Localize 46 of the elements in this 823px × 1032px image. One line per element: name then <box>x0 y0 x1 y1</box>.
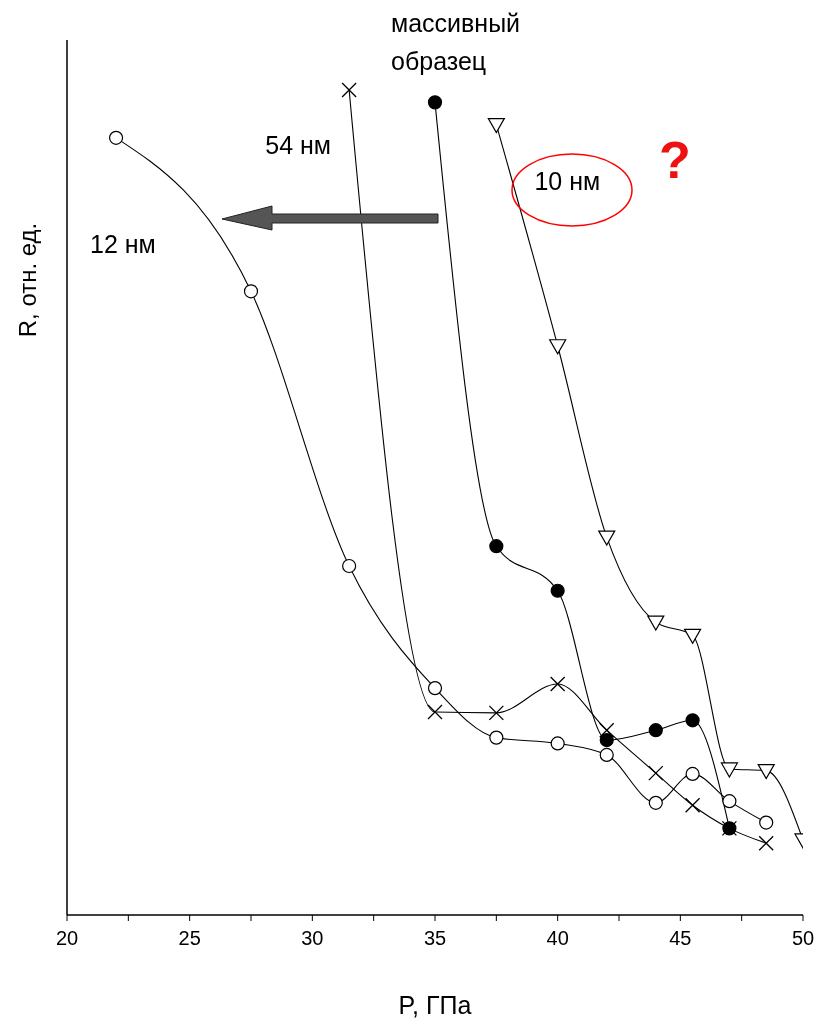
point <box>243 284 259 299</box>
x-tick-label: 30 <box>301 927 324 949</box>
x-axis-title: P, ГПа <box>398 990 472 1020</box>
point <box>550 736 565 751</box>
annotation: ? <box>659 131 691 189</box>
point <box>487 118 505 134</box>
point <box>427 95 443 110</box>
point <box>722 794 737 809</box>
x-tick-label: 35 <box>423 927 447 949</box>
point <box>599 733 614 748</box>
point <box>685 766 700 782</box>
x-tick-label: 20 <box>55 927 79 949</box>
point <box>684 628 702 644</box>
point <box>489 539 504 554</box>
point <box>550 583 565 598</box>
point <box>108 130 124 145</box>
series-label: массивный образец <box>391 9 521 76</box>
point <box>648 795 663 810</box>
point <box>489 730 504 745</box>
point <box>488 705 504 721</box>
point <box>720 762 738 778</box>
y-axis-title: R, отн. ед. <box>14 222 42 338</box>
point <box>759 815 774 830</box>
point <box>758 835 774 851</box>
point <box>599 722 615 738</box>
point <box>550 676 566 692</box>
point <box>647 615 665 631</box>
series-label: 54 нм <box>265 131 332 159</box>
series-label: 10 нм <box>534 166 601 195</box>
x-tick-label: 45 <box>669 927 692 949</box>
x-tick-label: 50 <box>791 927 815 949</box>
series-label: 12 нм <box>90 229 156 258</box>
point <box>648 723 663 738</box>
point <box>341 82 357 98</box>
point <box>684 797 701 813</box>
x-tick-label: 25 <box>178 927 201 949</box>
point <box>648 765 664 781</box>
x-tick-label: 40 <box>546 927 569 949</box>
point <box>427 704 443 720</box>
point <box>757 764 775 780</box>
point <box>342 558 357 574</box>
point <box>598 530 616 546</box>
point <box>599 747 614 763</box>
point <box>685 713 700 728</box>
point <box>549 339 567 355</box>
point <box>427 681 443 696</box>
